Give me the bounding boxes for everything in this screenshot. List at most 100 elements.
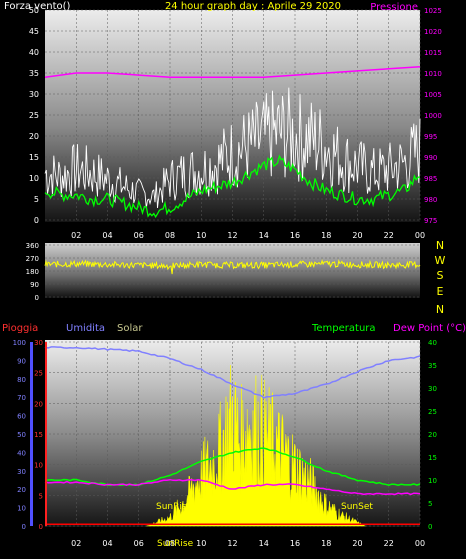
temp-y-tick: 35	[428, 362, 437, 370]
dir-y-tick: 270	[26, 255, 39, 263]
legend-rain: Pioggia	[2, 323, 38, 334]
pressure-y-tick: 995	[424, 133, 437, 141]
weather-x-tick: 14	[259, 539, 269, 548]
temp-y-tick: 20	[428, 431, 437, 439]
rain-y-tick: 20	[34, 400, 43, 408]
direction-panel-bg	[45, 243, 420, 298]
axis-layer: 0510152025303540455097598098599099510001…	[13, 6, 442, 548]
sunrise-label-upper: SunRise	[156, 502, 193, 512]
weather-x-tick: 06	[134, 539, 144, 548]
wind-y-tick: 25	[29, 111, 39, 120]
wind-x-tick: 12	[227, 231, 237, 240]
rain-y-tick: 30	[34, 339, 43, 347]
wind-y-tick: 10	[29, 174, 39, 183]
compass-label-e: E	[437, 285, 444, 298]
humidity-series-line	[44, 346, 421, 399]
wind-y-tick: 45	[29, 27, 39, 36]
wind-x-tick: 02	[71, 231, 81, 240]
wind-x-tick: 00	[415, 231, 425, 240]
rain-y-tick: 10	[34, 462, 43, 470]
pressure-y-tick: 1015	[424, 49, 442, 57]
wind-x-tick: 18	[321, 231, 331, 240]
rain-y-tick: 15	[34, 431, 43, 439]
wind-y-tick: 50	[29, 6, 39, 15]
series-layer	[44, 65, 421, 527]
wind-y-tick: 35	[29, 69, 39, 78]
compass-label-n-top: N	[436, 239, 444, 252]
pressure-y-tick: 1010	[424, 70, 442, 78]
humidity-y-tick: 70	[17, 394, 26, 402]
temp-y-tick: 30	[428, 385, 437, 393]
weather-x-tick: 10	[196, 539, 206, 548]
humidity-y-tick: 80	[17, 376, 26, 384]
weather-x-tick: 12	[227, 539, 237, 548]
dir-y-tick: 180	[26, 268, 39, 276]
compass-label-w: W	[435, 254, 446, 267]
humidity-axis-bar	[30, 342, 33, 526]
pressure-y-tick: 975	[424, 217, 437, 225]
legend-solar: Solar	[117, 323, 143, 334]
temp-y-tick: 0	[428, 523, 432, 531]
pressure-series-line	[44, 65, 421, 78]
humidity-y-tick: 10	[17, 505, 26, 513]
humidity-y-tick: 90	[17, 357, 26, 365]
weather-x-tick: 22	[384, 539, 394, 548]
temp-y-tick: 40	[428, 339, 437, 347]
rain-y-tick: 25	[34, 370, 43, 378]
pressure-axis-label: Pressione	[370, 2, 418, 13]
weather-x-tick: 04	[102, 539, 112, 548]
wind-x-tick: 14	[259, 231, 269, 240]
weather-x-tick: 02	[71, 539, 81, 548]
humidity-y-tick: 0	[22, 523, 26, 531]
sunrise-label-lower: SunRise	[157, 539, 194, 549]
wind-x-tick: 20	[352, 231, 362, 240]
dir-y-tick: 360	[26, 242, 39, 250]
temp-y-tick: 25	[428, 408, 437, 416]
weather-x-tick: 00	[415, 539, 425, 548]
legend-humidity: Umidita	[66, 323, 105, 334]
dir-y-tick: 90	[30, 281, 39, 289]
temp-y-tick: 15	[428, 454, 437, 462]
humidity-y-tick: 50	[17, 431, 26, 439]
compass-label-n-bottom: N	[436, 303, 444, 316]
wind-y-tick: 0	[34, 216, 39, 225]
dir-y-tick: 0	[35, 294, 39, 302]
wind-x-tick: 16	[290, 231, 300, 240]
wind-x-tick: 10	[196, 231, 206, 240]
chart-title: 24 hour graph day : Aprile 29 2020	[165, 1, 341, 12]
pressure-y-tick: 985	[424, 175, 437, 183]
legend-dew-point: Dew Point (°C)	[393, 323, 466, 334]
rain-y-tick: 0	[39, 523, 43, 531]
pressure-y-tick: 980	[424, 196, 437, 204]
humidity-y-tick: 100	[13, 339, 26, 347]
rain-axis-bar	[45, 342, 47, 526]
temp-y-tick: 10	[428, 477, 437, 485]
dew-point-series-line	[44, 478, 421, 496]
wind-y-tick: 5	[34, 195, 39, 204]
wind-y-tick: 30	[29, 90, 39, 99]
weather-x-tick: 18	[321, 539, 331, 548]
wind-x-tick: 08	[165, 231, 175, 240]
humidity-y-tick: 60	[17, 413, 26, 421]
humidity-y-tick: 20	[17, 486, 26, 494]
legend-temperature: Temperatura	[311, 323, 376, 334]
pressure-y-tick: 1025	[424, 7, 442, 15]
avg-wind-series-line	[44, 154, 421, 219]
wind-x-tick: 22	[384, 231, 394, 240]
wind-axis-label: Forza vento()	[4, 1, 71, 12]
pressure-y-tick: 990	[424, 154, 437, 162]
pressure-y-tick: 1000	[424, 112, 442, 120]
compass-label-s: S	[437, 269, 444, 282]
pressure-y-tick: 1005	[424, 91, 442, 99]
wind-direction-series-line	[44, 259, 421, 275]
wind-x-tick: 04	[102, 231, 112, 240]
pressure-y-tick: 1020	[424, 28, 442, 36]
rain-y-tick: 5	[39, 492, 43, 500]
humidity-y-tick: 30	[17, 468, 26, 476]
wind-y-tick: 15	[29, 153, 39, 162]
weather-x-tick: 08	[165, 539, 175, 548]
wind-x-tick: 06	[134, 231, 144, 240]
weather-x-tick: 16	[290, 539, 300, 548]
